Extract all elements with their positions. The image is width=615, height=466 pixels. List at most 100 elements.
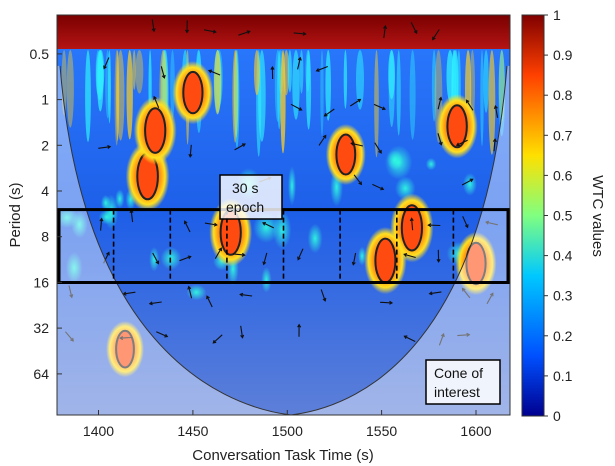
phase-arrow-head [383,24,388,30]
colorbar-tick-label: 0.4 [553,248,573,264]
phase-arrow [374,142,382,154]
colorbar-tick-label: 0 [553,408,561,424]
phase-arrow-head [188,153,193,158]
heatmap-streak [325,50,332,121]
phase-arrow [98,146,111,149]
heatmap-streak [431,50,437,122]
phase-arrow [383,25,386,38]
phase-arrow [353,174,362,185]
heatmap-streak [116,50,120,141]
phase-arrow [130,210,134,223]
phase-arrow-head [403,252,408,257]
colorbar-tick-label: 0.7 [553,127,573,143]
colorbar [521,14,545,417]
heatmap-streak [488,50,496,155]
phase-arrow [438,333,445,346]
phase-arrow-head [119,336,124,341]
phase-arrow [103,252,110,264]
phase-arrow-head [323,112,328,117]
phase-arrow [238,30,250,36]
phase-arrow [456,139,468,146]
colorbar-tick-label: 0.6 [553,167,573,183]
colorbar-tick-label: 0.3 [553,288,573,304]
phase-arrow-head [240,334,245,339]
heatmap-streak [320,50,324,137]
heatmap-streak [85,50,91,142]
phase-arrow-head [351,261,356,266]
phase-arrow-head [409,217,414,222]
phase-arrow [240,293,253,297]
hot-spot [182,70,204,115]
heatmap-streak [61,50,67,116]
heatmap-streak [97,49,104,112]
phase-arrow-head [485,220,490,225]
phase-arrow-head [206,295,210,300]
phase-arrow [493,139,496,152]
phase-arrow [234,143,246,151]
heatmap-streak [388,50,395,127]
phase-arrow-head [297,323,302,328]
heatmap-streak [396,50,401,136]
phase-arrow [432,29,440,40]
phase-arrow [437,133,442,145]
heatmap-cool-patch [384,145,413,180]
phase-arrow [352,252,357,265]
heatmap-streak [292,50,300,120]
phase-arrow-head [262,261,267,266]
phase-arrow-head [322,134,327,139]
heatmap-streak [498,50,505,137]
phase-arrow [351,142,364,147]
x-axis-ticks: 1400 1450 1500 1550 1600 [83,410,492,439]
cone-annotation-line-2: interest [434,384,480,400]
phase-arrow [410,22,418,34]
colorbar-tick-label: 0.8 [553,87,573,103]
phase-arrow-head [212,29,217,34]
heatmap-streak [274,50,281,122]
phase-arrow [149,301,162,305]
heatmap-cool-patch [425,157,437,171]
phase-arrow-head [455,142,460,147]
phase-arrow-head [207,69,213,74]
phase-arrow [240,325,244,338]
epoch-annotation: 30 s epoch [219,174,283,220]
phase-arrow-head [185,29,190,34]
phase-arrow-head [218,247,222,252]
heatmap-cool-patch [261,267,272,293]
phase-arrow-head [465,99,470,104]
heatmap-streak [374,49,379,158]
phase-arrow [297,57,301,70]
phase-arrow [486,293,494,305]
phase-arrow-head [466,332,471,337]
y-tick-label: 8 [41,229,49,245]
heatmap-cool-patch [65,252,83,284]
hot-spot [374,237,397,284]
y-tick-label: 32 [33,320,49,336]
phase-arrow-head [103,65,107,70]
phase-arrow [64,331,74,342]
colorbar-tick-label: 1 [553,7,561,23]
hot-spot [144,107,167,154]
phase-arrow-head [428,291,433,296]
phase-arrow [404,253,416,259]
phase-arrow [262,222,275,229]
phase-arrow-head [270,65,275,70]
heatmap-hot-spots [106,60,497,378]
phase-arrow [188,286,193,299]
y-tick-label: 64 [33,366,49,382]
phase-arrow [380,301,393,304]
heatmap-streak [116,50,125,141]
colorbar-tick-label: 0.5 [553,208,573,224]
heatmap-streak [306,50,312,130]
phase-arrow [153,96,160,109]
hot-spot [335,133,357,176]
phase-arrows [64,19,499,346]
cone-annotation: Cone of interest [425,359,501,405]
heatmap-cool-patch [307,223,323,254]
heatmap-streak [108,49,111,124]
phase-arrow-head [315,68,320,72]
phase-arrow [212,334,223,344]
heatmap-cool-patch [149,246,160,272]
phase-arrow [68,285,73,298]
x-tick-label: 1500 [272,423,303,439]
phase-arrow-head [262,221,266,226]
